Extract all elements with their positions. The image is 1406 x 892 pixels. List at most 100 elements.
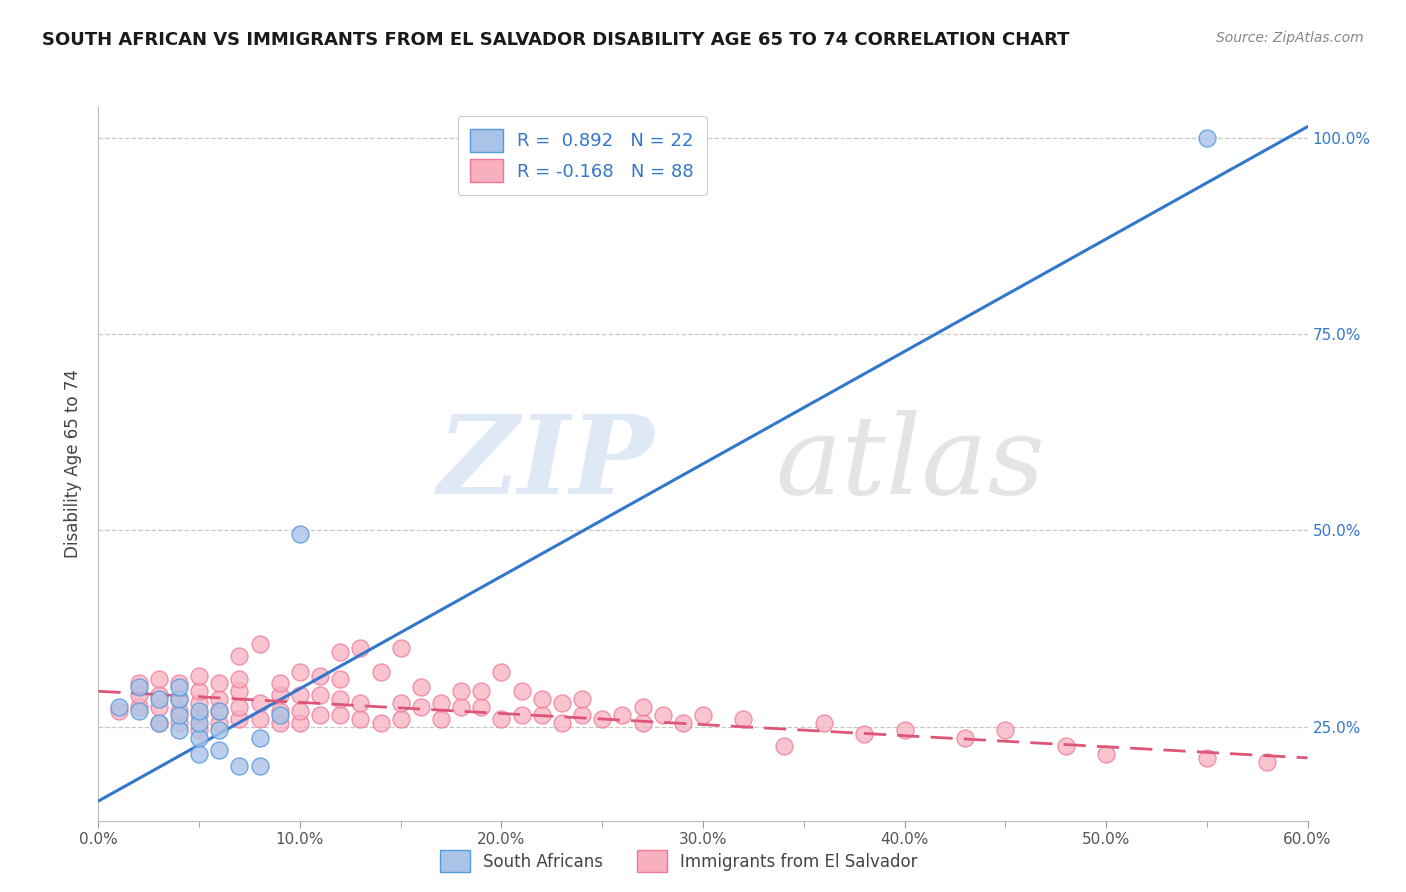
Point: [128, 676, 150, 690]
Text: ZIP: ZIP: [439, 410, 655, 517]
Point: [188, 696, 211, 710]
Point: [269, 704, 291, 718]
Point: [470, 684, 492, 698]
Point: [167, 723, 190, 738]
Point: [450, 700, 472, 714]
Point: [491, 712, 513, 726]
Point: [329, 645, 352, 659]
Point: [389, 696, 412, 710]
Point: [1095, 747, 1118, 761]
Text: SOUTH AFRICAN VS IMMIGRANTS FROM EL SALVADOR DISABILITY AGE 65 TO 74 CORRELATION: SOUTH AFRICAN VS IMMIGRANTS FROM EL SALV…: [42, 31, 1070, 49]
Point: [148, 692, 170, 706]
Point: [188, 707, 211, 722]
Point: [470, 700, 492, 714]
Point: [571, 707, 593, 722]
Point: [107, 700, 129, 714]
Point: [329, 673, 352, 687]
Point: [188, 684, 211, 698]
Point: [167, 692, 190, 706]
Point: [288, 704, 311, 718]
Point: [167, 676, 190, 690]
Point: [733, 712, 755, 726]
Point: [329, 692, 352, 706]
Point: [208, 723, 231, 738]
Point: [591, 712, 613, 726]
Point: [288, 688, 311, 702]
Point: [188, 731, 211, 746]
Point: [208, 715, 231, 730]
Point: [249, 637, 271, 651]
Point: [530, 692, 553, 706]
Point: [430, 712, 453, 726]
Point: [551, 696, 574, 710]
Point: [772, 739, 794, 753]
Point: [249, 712, 271, 726]
Point: [167, 707, 190, 722]
Point: [208, 692, 231, 706]
Point: [370, 665, 392, 679]
Point: [510, 684, 533, 698]
Point: [148, 715, 170, 730]
Point: [571, 692, 593, 706]
Point: [188, 715, 211, 730]
Point: [1195, 131, 1218, 145]
Point: [409, 681, 432, 695]
Text: atlas: atlas: [776, 410, 1045, 517]
Point: [389, 712, 412, 726]
Point: [208, 676, 231, 690]
Point: [167, 715, 190, 730]
Point: [228, 712, 250, 726]
Point: [249, 696, 271, 710]
Point: [228, 758, 250, 772]
Point: [288, 715, 311, 730]
Point: [1054, 739, 1077, 753]
Point: [510, 707, 533, 722]
Point: [269, 676, 291, 690]
Point: [107, 704, 129, 718]
Point: [349, 641, 371, 656]
Point: [893, 723, 915, 738]
Point: [269, 715, 291, 730]
Point: [994, 723, 1017, 738]
Point: [228, 673, 250, 687]
Point: [1195, 751, 1218, 765]
Y-axis label: Disability Age 65 to 74: Disability Age 65 to 74: [65, 369, 83, 558]
Point: [813, 715, 835, 730]
Point: [631, 700, 654, 714]
Point: [651, 707, 673, 722]
Point: [288, 527, 311, 541]
Point: [208, 704, 231, 718]
Point: [288, 665, 311, 679]
Legend: South Africans, Immigrants from El Salvador: South Africans, Immigrants from El Salva…: [432, 842, 927, 880]
Point: [409, 700, 432, 714]
Point: [1256, 755, 1278, 769]
Point: [349, 712, 371, 726]
Point: [128, 700, 150, 714]
Point: [167, 681, 190, 695]
Point: [208, 704, 231, 718]
Point: [450, 684, 472, 698]
Point: [631, 715, 654, 730]
Point: [148, 688, 170, 702]
Point: [188, 723, 211, 738]
Point: [349, 696, 371, 710]
Point: [228, 700, 250, 714]
Point: [188, 747, 211, 761]
Point: [309, 688, 332, 702]
Point: [128, 681, 150, 695]
Point: [692, 707, 714, 722]
Point: [148, 673, 170, 687]
Point: [128, 688, 150, 702]
Point: [148, 715, 170, 730]
Point: [309, 707, 332, 722]
Point: [269, 688, 291, 702]
Point: [491, 665, 513, 679]
Point: [249, 731, 271, 746]
Point: [208, 743, 231, 757]
Point: [612, 707, 634, 722]
Point: [551, 715, 574, 730]
Point: [953, 731, 976, 746]
Point: [228, 684, 250, 698]
Point: [128, 704, 150, 718]
Point: [188, 704, 211, 718]
